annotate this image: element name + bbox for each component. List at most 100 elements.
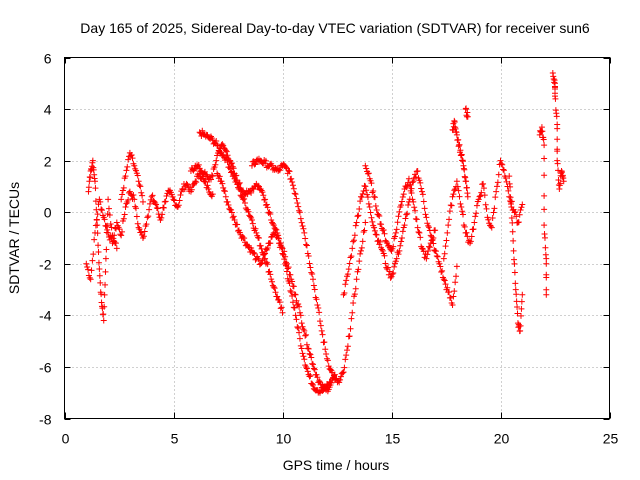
data-point xyxy=(390,269,397,276)
data-point xyxy=(368,214,375,221)
data-point xyxy=(162,198,169,205)
y-tick-labels: -8 -6 -4 -2 0 2 4 6 xyxy=(39,51,52,428)
data-point xyxy=(378,246,385,253)
data-point xyxy=(449,193,456,200)
data-point xyxy=(94,211,101,218)
data-point xyxy=(349,309,356,316)
data-point xyxy=(313,296,320,303)
data-point xyxy=(136,226,143,233)
data-point xyxy=(248,245,255,252)
data-point xyxy=(421,205,428,212)
data-point xyxy=(251,250,258,257)
data-point xyxy=(541,172,548,179)
data-point xyxy=(291,304,298,311)
data-point xyxy=(268,276,275,283)
data-point xyxy=(303,242,310,249)
data-point xyxy=(283,260,290,267)
data-point xyxy=(452,279,459,286)
data-point xyxy=(205,186,212,193)
data-point xyxy=(219,180,226,187)
data-point xyxy=(343,277,350,284)
data-point xyxy=(543,291,550,298)
data-point xyxy=(426,244,433,251)
data-point xyxy=(269,278,276,285)
data-point xyxy=(105,196,112,203)
data-point xyxy=(176,197,183,204)
data-point xyxy=(220,184,227,191)
data-point xyxy=(266,268,273,275)
data-point xyxy=(511,260,518,267)
data-point xyxy=(228,209,235,216)
data-point xyxy=(93,206,100,213)
data-point xyxy=(113,245,120,252)
data-point xyxy=(122,173,129,180)
data-point xyxy=(216,148,223,155)
data-point xyxy=(230,165,237,172)
data-point xyxy=(345,266,352,273)
data-point xyxy=(249,220,256,227)
data-point xyxy=(134,172,141,179)
data-point xyxy=(309,380,316,387)
data-point xyxy=(310,276,317,283)
data-point xyxy=(493,188,500,195)
data-point xyxy=(418,185,425,192)
data-point xyxy=(510,247,517,254)
data-point xyxy=(144,214,151,221)
data-point xyxy=(126,188,133,195)
data-point xyxy=(153,204,160,211)
data-point xyxy=(97,279,104,286)
data-point xyxy=(276,299,283,306)
data-point xyxy=(120,184,127,191)
y-tick-label: 6 xyxy=(44,51,52,67)
data-point xyxy=(158,214,165,221)
data-point xyxy=(229,163,236,170)
data-point xyxy=(234,177,241,184)
data-point xyxy=(292,312,299,319)
data-point xyxy=(457,200,464,207)
data-point xyxy=(108,224,115,231)
data-point xyxy=(399,228,406,235)
data-point xyxy=(378,221,385,228)
data-point xyxy=(235,180,242,187)
data-point xyxy=(116,226,123,233)
data-point xyxy=(145,213,152,220)
data-point xyxy=(270,283,277,290)
data-point xyxy=(433,253,440,260)
data-point xyxy=(408,189,415,196)
data-point xyxy=(223,148,230,155)
data-point xyxy=(228,206,235,213)
grid-lines xyxy=(64,57,610,419)
data-point xyxy=(510,237,517,244)
data-point xyxy=(517,322,524,329)
data-point xyxy=(87,276,94,283)
x-tick-label: 20 xyxy=(494,431,510,447)
data-point xyxy=(351,237,358,244)
data-point xyxy=(310,282,317,289)
data-point xyxy=(113,219,120,226)
data-point xyxy=(107,221,114,228)
data-point xyxy=(257,242,264,249)
data-point xyxy=(125,156,132,163)
data-point xyxy=(344,343,351,350)
data-point xyxy=(354,213,361,220)
data-point xyxy=(500,166,507,173)
data-point xyxy=(275,232,282,239)
data-point xyxy=(463,105,470,112)
data-point xyxy=(458,151,465,158)
data-point xyxy=(425,248,432,255)
data-point xyxy=(456,141,463,148)
data-point xyxy=(278,304,285,311)
data-point xyxy=(302,332,309,339)
data-point xyxy=(301,229,308,236)
data-point xyxy=(146,206,153,213)
data-point xyxy=(377,238,384,245)
data-point xyxy=(90,251,97,258)
data-point xyxy=(470,226,477,233)
data-point xyxy=(441,250,448,257)
data-point xyxy=(480,180,487,187)
data-point xyxy=(398,198,405,205)
data-point xyxy=(199,127,206,134)
data-point xyxy=(423,214,430,221)
data-point xyxy=(339,369,346,376)
data-point xyxy=(337,376,344,383)
